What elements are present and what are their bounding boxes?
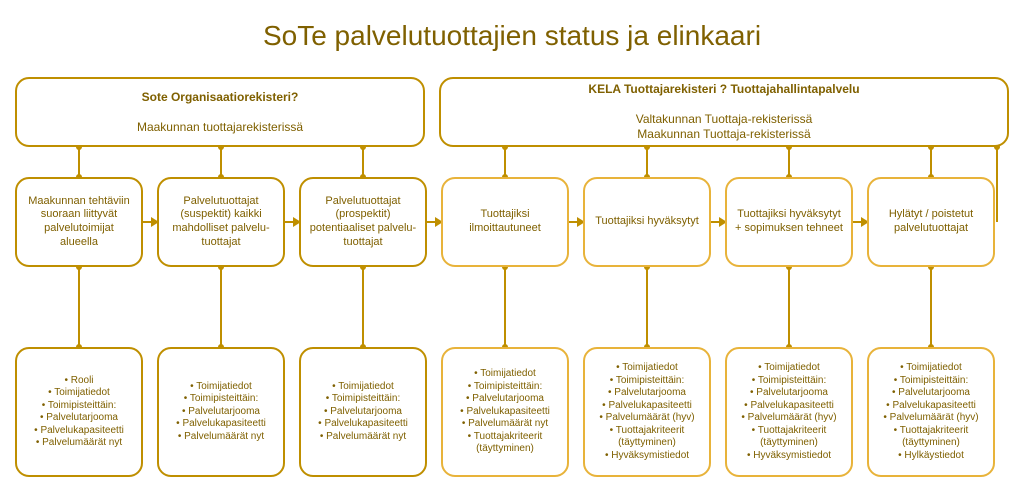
detail-box-2: ToimijatiedotToimipisteittäin:Palvelutar… [299, 347, 427, 477]
status-box-4: Tuottajiksi hyväksytyt [583, 177, 711, 267]
page-title: SoTe palvelutuottajien status ja elinkaa… [15, 20, 1009, 52]
detail-box-0: RooliToimijatiedotToimipisteittäin:Palve… [15, 347, 143, 477]
status-box-1: Palvelutuottajat (suspektit) kaikki mahd… [157, 177, 285, 267]
header-box: KELA Tuottajarekisteri ? Tuottajahallint… [439, 77, 1009, 147]
detail-box-3: ToimijatiedotToimipisteittäin:Palvelutar… [441, 347, 569, 477]
status-box-3: Tuottajiksi ilmoittautuneet [441, 177, 569, 267]
header-box: Sote Organisaatiorekisteri?Maakunnan tuo… [15, 77, 425, 147]
detail-box-4: ToimijatiedotToimipisteittäin:Palvelutar… [583, 347, 711, 477]
status-box-2: Palvelutuottajat (prospektit) potentiaal… [299, 177, 427, 267]
status-box-5: Tuottajiksi hyväksytyt + sopimuksen tehn… [725, 177, 853, 267]
diagram-canvas: Sote Organisaatiorekisteri?Maakunnan tuo… [15, 77, 1009, 487]
status-box-0: Maakunnan tehtäviin suoraan liittyvät pa… [15, 177, 143, 267]
detail-box-6: ToimijatiedotToimipisteittäin:Palvelutar… [867, 347, 995, 477]
detail-box-1: ToimijatiedotToimipisteittäin:Palvelutar… [157, 347, 285, 477]
detail-box-5: ToimijatiedotToimipisteittäin:Palvelutar… [725, 347, 853, 477]
status-box-6: Hylätyt / poistetut palvelutuottajat [867, 177, 995, 267]
